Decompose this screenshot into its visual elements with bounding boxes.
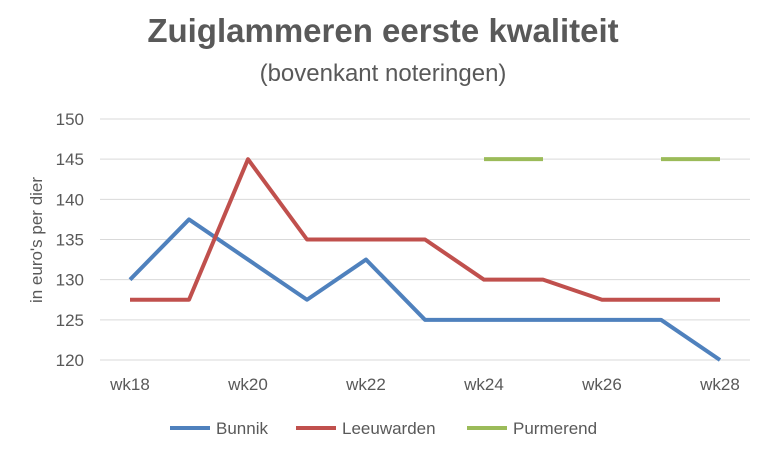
y-tick-label: 135 [56,231,84,250]
y-axis-label: in euro's per dier [27,177,46,303]
y-tick-label: 120 [56,351,84,370]
y-tick-label: 150 [56,110,84,129]
legend-label-bunnik: Bunnik [216,419,268,438]
x-tick-label: wk26 [581,375,622,394]
x-tick-label: wk24 [463,375,504,394]
y-tick-label: 125 [56,311,84,330]
legend-label-purmerend: Purmerend [513,419,597,438]
chart-subtitle: (bovenkant noteringen) [259,60,507,87]
y-tick-label: 130 [56,271,84,290]
x-tick-label: wk22 [345,375,386,394]
y-tick-label: 140 [56,190,84,209]
x-tick-label: wk28 [699,375,740,394]
series-line-leeuwarden [130,157,720,302]
y-tick-label: 145 [56,150,84,169]
x-tick-label: wk20 [227,375,268,394]
series-line-bunnik [128,217,722,362]
chart-title: Zuiglammeren eerste kwaliteit [147,12,619,49]
x-tick-label: wk18 [109,375,150,394]
legend-label-leeuwarden: Leeuwarden [342,419,436,438]
